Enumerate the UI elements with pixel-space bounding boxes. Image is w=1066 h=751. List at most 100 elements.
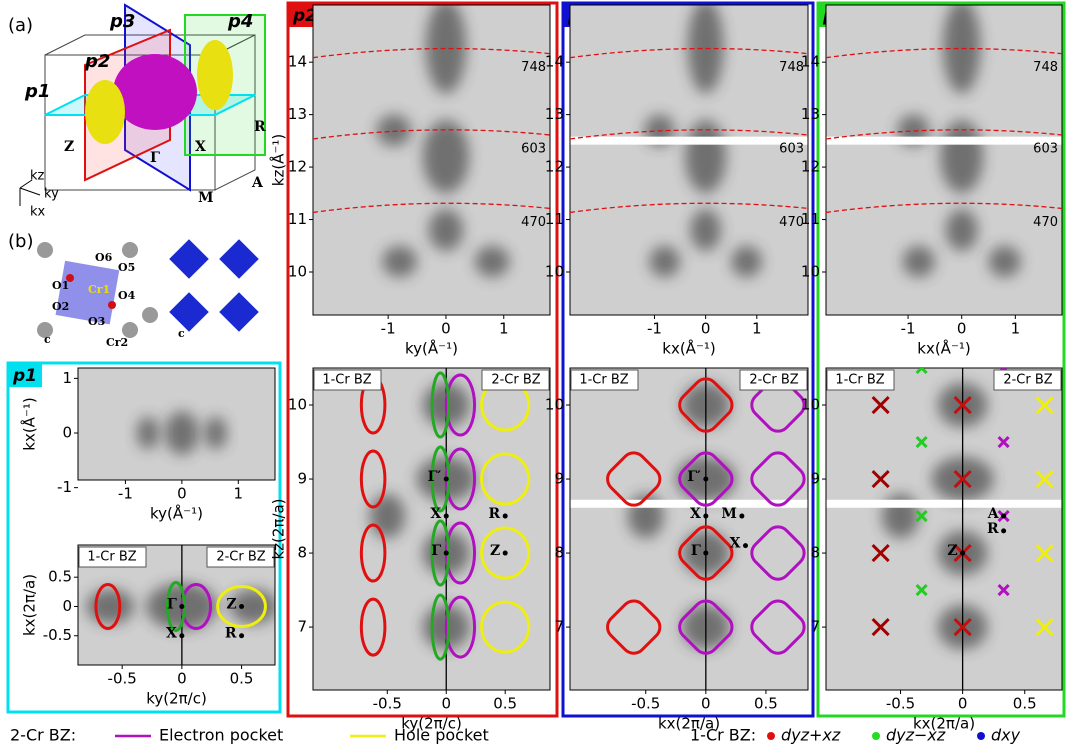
y-tick-label: 10 — [288, 262, 307, 280]
legend-label: dxy — [991, 726, 1021, 745]
zone-label: 1-Cr BZ — [835, 373, 884, 388]
x-tick-label: 1 — [752, 320, 762, 338]
legend-title: 2-Cr BZ: — [10, 726, 76, 745]
intensity — [685, 120, 726, 193]
sym-point-label: Z — [490, 543, 500, 559]
zone-label: 1-Cr BZ — [87, 550, 136, 565]
x-tick-label: -1 — [381, 320, 396, 338]
atom-label: O1 — [52, 279, 69, 292]
intensity — [423, 120, 469, 193]
x-axis-label: ky(2π/c) — [146, 690, 207, 708]
intensity — [382, 246, 417, 277]
axis-label: kx — [30, 205, 46, 220]
plane-label: p4 — [227, 11, 253, 32]
y-tick-label: 0.5 — [48, 568, 72, 586]
y-tick-label: 8 — [297, 544, 307, 562]
arpes-image — [826, 368, 1062, 690]
y-tick-label: 7 — [554, 618, 564, 636]
zone-label: 1-Cr BZ — [322, 373, 371, 388]
panel-tag: p1 — [12, 366, 37, 386]
y-tick-label: 8 — [554, 544, 564, 562]
y-tick-label: 11 — [545, 210, 564, 228]
x-axis-label: kx(Å⁻¹) — [917, 339, 970, 358]
x-tick-label: 0 — [441, 695, 451, 713]
intensity — [989, 246, 1021, 277]
y-tick-label: 13 — [801, 105, 820, 123]
x-tick-label: 0 — [177, 485, 187, 503]
panel-label: (a) — [8, 15, 33, 36]
plane-label: p3 — [109, 11, 135, 32]
zone-label: 2-Cr BZ — [749, 373, 798, 388]
point-label: M — [198, 190, 214, 206]
legend-label: Electron pocket — [159, 726, 283, 745]
y-axis-label: kx(2π/a) — [21, 574, 39, 636]
energy-label: 603 — [521, 141, 546, 156]
intensity — [137, 417, 160, 450]
intensity — [165, 411, 199, 455]
axis-label: kz — [30, 169, 45, 184]
legend-label: dyz−xz — [886, 726, 946, 745]
octahedron — [169, 292, 209, 332]
intensity — [690, 209, 721, 251]
plot: -0.500.578910kx(2π/a)1-Cr BZ2-Cr BZΓ′XMΓ… — [545, 368, 809, 733]
sym-point — [444, 514, 449, 519]
atom-label: c — [178, 327, 185, 340]
legend-title: 1-Cr BZ: — [690, 726, 756, 745]
x-tick-label: 1 — [234, 485, 244, 503]
x-tick-label: -0.5 — [631, 695, 660, 713]
legend-swatch — [977, 732, 985, 740]
intensity — [940, 120, 983, 193]
x-tick-label: -1 — [647, 320, 662, 338]
intensity — [204, 417, 227, 450]
intensity — [370, 494, 405, 538]
octahedron — [169, 239, 209, 279]
energy-label: 603 — [1033, 141, 1058, 156]
x-tick-label: 0.5 — [230, 670, 254, 688]
y-tick-label: 10 — [545, 262, 564, 280]
x-axis-label: kx(Å⁻¹) — [662, 339, 715, 358]
atom-label: Cr2 — [106, 336, 128, 349]
gap — [826, 500, 1062, 508]
legend-swatch — [872, 732, 880, 740]
x-axis-label: ky(Å⁻¹) — [405, 339, 458, 358]
point-label: X — [195, 139, 206, 155]
arpes-image — [570, 0, 808, 315]
sym-point-label: R — [987, 521, 999, 537]
intensity — [943, 0, 981, 94]
intensity — [426, 0, 466, 94]
arpes-image — [78, 368, 275, 480]
arpes-image — [313, 0, 550, 315]
sym-point — [179, 633, 184, 638]
sym-point — [739, 514, 744, 519]
atom-label: O4 — [118, 289, 136, 302]
y-tick-label: 10 — [288, 396, 307, 414]
octahedron — [219, 292, 259, 332]
intensity — [731, 246, 762, 277]
zone-label: 2-Cr BZ — [491, 373, 540, 388]
intensity — [688, 0, 724, 94]
sym-point — [960, 551, 965, 556]
sym-point-label: Z — [226, 596, 236, 612]
gap — [570, 137, 808, 145]
y-tick-label: 10 — [801, 262, 820, 280]
sym-point — [444, 477, 449, 482]
plane-label: p2 — [84, 51, 110, 72]
sym-point — [703, 551, 708, 556]
y-axis-label: kz(Å⁻¹) — [269, 134, 288, 186]
sym-point — [503, 551, 508, 556]
sym-point-label: X — [166, 626, 177, 642]
energy-label: 748 — [521, 60, 546, 75]
atom-label: O2 — [52, 300, 69, 313]
sym-point-label: Γ — [167, 596, 177, 612]
sym-point-label: A — [987, 506, 1000, 522]
intensity — [377, 115, 412, 146]
sym-point — [239, 604, 244, 609]
intensity — [429, 209, 464, 251]
y-tick-label: 10 — [545, 396, 564, 414]
y-tick-label: 7 — [810, 618, 820, 636]
x-tick-label: 0 — [701, 695, 711, 713]
x-tick-label: -1 — [118, 485, 133, 503]
arpes-image — [826, 0, 1062, 315]
